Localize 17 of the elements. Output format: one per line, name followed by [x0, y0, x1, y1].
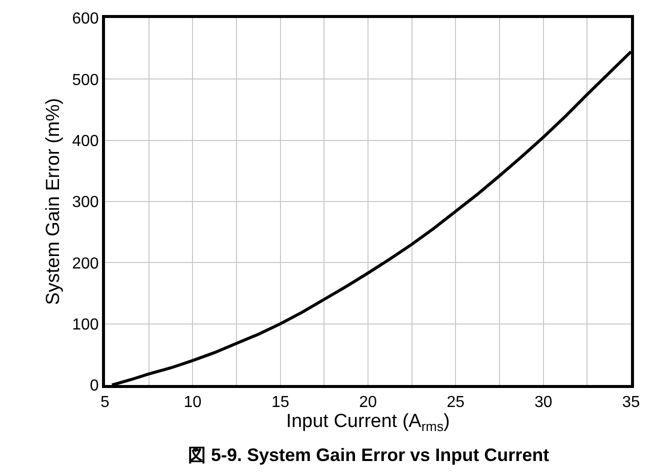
y-tick-label: 300: [72, 194, 99, 212]
y-tick-label: 500: [72, 72, 99, 89]
y-tick-label: 600: [72, 10, 99, 28]
x-tick-label: 10: [184, 394, 202, 412]
y-axis-title: System Gain Error (m%): [42, 98, 64, 305]
y-tick-label: 100: [72, 316, 99, 334]
x-tick-label: 5: [100, 394, 110, 412]
y-tick-label: 0: [90, 378, 99, 395]
caption: 図 5-9. System Gain Error vs Input Current: [188, 445, 550, 465]
x-tick-label: 30: [534, 394, 552, 412]
x-tick-label: 20: [359, 394, 377, 412]
x-tick-label: 15: [271, 394, 290, 412]
y-tick-label: 400: [72, 132, 99, 150]
x-tick-label: 25: [446, 394, 465, 412]
y-tick-label: 200: [72, 255, 99, 272]
x-tick-label: 35: [622, 394, 640, 412]
x-axis-title: Input Current (A$_{rms}$): [286, 411, 450, 434]
